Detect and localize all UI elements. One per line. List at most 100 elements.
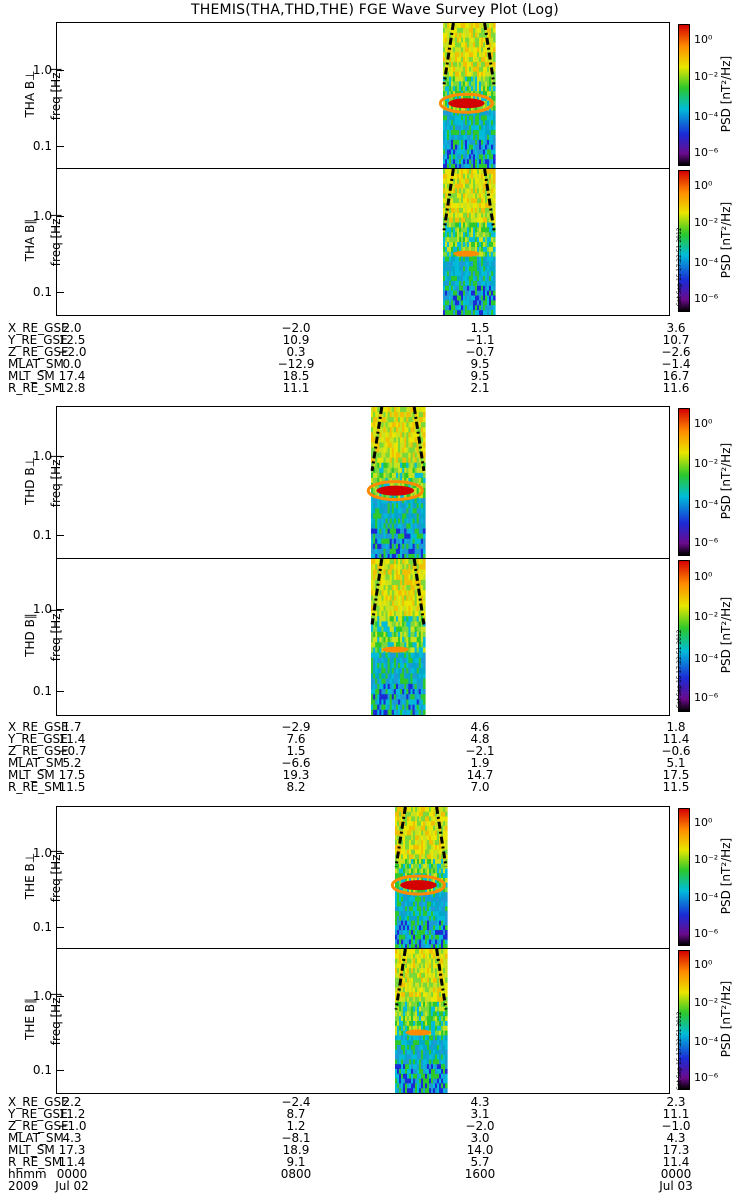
spectrogram-cell (419, 1016, 422, 1022)
spectrogram-cell (493, 52, 496, 58)
spectrogram-cell (477, 227, 480, 233)
spectrogram-cell (437, 1030, 440, 1036)
spectrogram-cell (395, 652, 399, 659)
spectrogram-cell (469, 27, 472, 34)
spectrogram-cell (414, 553, 418, 559)
spectrogram-cell (469, 125, 472, 131)
spectrogram-cell (479, 295, 482, 301)
spectrogram-cell (412, 467, 416, 474)
spectrogram-cell (395, 548, 399, 555)
spectrogram-cell (427, 1016, 430, 1022)
spectrogram-cell (411, 830, 414, 836)
spectrogram-cell (406, 689, 409, 695)
y-tick-label: 1.0 (32, 449, 52, 464)
spectrogram-cell (381, 538, 385, 545)
spectrogram-panel-thd-perp (56, 406, 670, 560)
spectrogram-cell (407, 911, 410, 917)
spectrogram-cell (447, 261, 450, 267)
spectrogram-cell (373, 533, 376, 540)
spectrogram-cell (412, 432, 416, 438)
spectrogram-cell (401, 911, 404, 917)
spectrogram-cell (431, 920, 434, 926)
spectrogram-cell (443, 217, 446, 224)
spectrogram-cell (435, 963, 438, 969)
spectrogram-cell (379, 709, 382, 715)
spectrogram-cell (451, 300, 454, 306)
ephemeris-value: 1600 (464, 1167, 496, 1181)
spectrogram-cell (471, 217, 474, 224)
spectrogram-cell (405, 1073, 408, 1080)
spectrogram-cell (477, 188, 480, 194)
spectrogram-cell (415, 1021, 418, 1027)
spectrogram-cell (387, 518, 391, 525)
spectrogram-cell (455, 295, 458, 301)
spectrogram-cell (397, 911, 400, 917)
spectrogram-cell (475, 256, 478, 263)
spectrogram-cell (429, 1073, 432, 1080)
spectrogram-cell (423, 896, 426, 903)
spectrogram-cell (451, 139, 454, 146)
spectrogram-cell (417, 920, 420, 926)
spectrogram-cell (407, 1016, 410, 1022)
spectrogram-cell (457, 96, 460, 102)
spectrogram-cell (408, 513, 412, 520)
spectrogram-cell (451, 261, 454, 267)
spectrogram-cell (422, 407, 426, 413)
spectrogram-cell (463, 242, 466, 248)
spectrogram-cell (405, 887, 408, 893)
spectrogram-cell (403, 1088, 406, 1093)
spectrogram-cell (377, 513, 380, 520)
spectrogram-cell (431, 906, 434, 912)
spectrogram-cell (463, 120, 466, 126)
spectrogram-cell (405, 854, 408, 860)
spectrogram-cell (375, 518, 378, 525)
spectrogram-cell (451, 110, 454, 117)
spectrogram-cell (387, 564, 391, 570)
spectrogram-cell (381, 417, 385, 423)
spectrogram-cell (383, 564, 387, 570)
spectrogram-cell (407, 868, 410, 874)
spectrogram-cell (379, 574, 382, 581)
spectrogram-cell (465, 52, 468, 58)
spectrogram-cell (419, 1025, 422, 1032)
spectrogram-cell (395, 868, 398, 874)
spectrogram-cell (467, 125, 470, 131)
spectrogram-cell (402, 559, 405, 565)
spectrogram-cell (489, 47, 492, 53)
spectrogram-cell (375, 528, 378, 535)
spectrogram-cell (487, 120, 490, 126)
spectrogram-cell (479, 242, 482, 248)
spectrogram-cell (481, 52, 484, 58)
spectrogram-cell (437, 997, 440, 1003)
spectrogram-cell (407, 906, 410, 912)
spectrogram-cell (398, 637, 401, 643)
spectrogram-cell (404, 528, 407, 535)
spectrogram-cell (479, 154, 482, 160)
spectrogram-cell (385, 704, 389, 711)
spectrogram-cell (453, 42, 456, 48)
spectrogram-cell (439, 982, 442, 988)
spectrogram-cell (491, 42, 494, 48)
spectrogram-cell (487, 71, 490, 78)
spectrogram-cell (441, 825, 444, 832)
spectrogram-cell (445, 1059, 448, 1065)
spectrogram-cell (485, 271, 488, 277)
spectrogram-cell (453, 125, 456, 131)
spectrogram-cell (445, 892, 448, 898)
spectrogram-cell (459, 71, 462, 78)
ephemeris-value: 4.3 (470, 1095, 490, 1109)
spectrogram-cell (402, 508, 405, 514)
spectrogram-cell (441, 1049, 444, 1056)
spectrogram-cell (416, 637, 420, 643)
spectrogram-cell (416, 548, 420, 555)
spectrogram-cell (473, 149, 476, 155)
spectrogram-cell (373, 518, 376, 525)
spectrogram-cell (483, 66, 486, 73)
spectrogram-cell (397, 811, 400, 818)
spectrogram-cell (467, 285, 470, 292)
spectrogram-cell (377, 616, 380, 622)
spectrogram-cell (395, 559, 399, 565)
spectrogram-cell (451, 61, 454, 68)
spectrogram-cell (467, 144, 470, 151)
spectrogram-cell (457, 227, 460, 233)
